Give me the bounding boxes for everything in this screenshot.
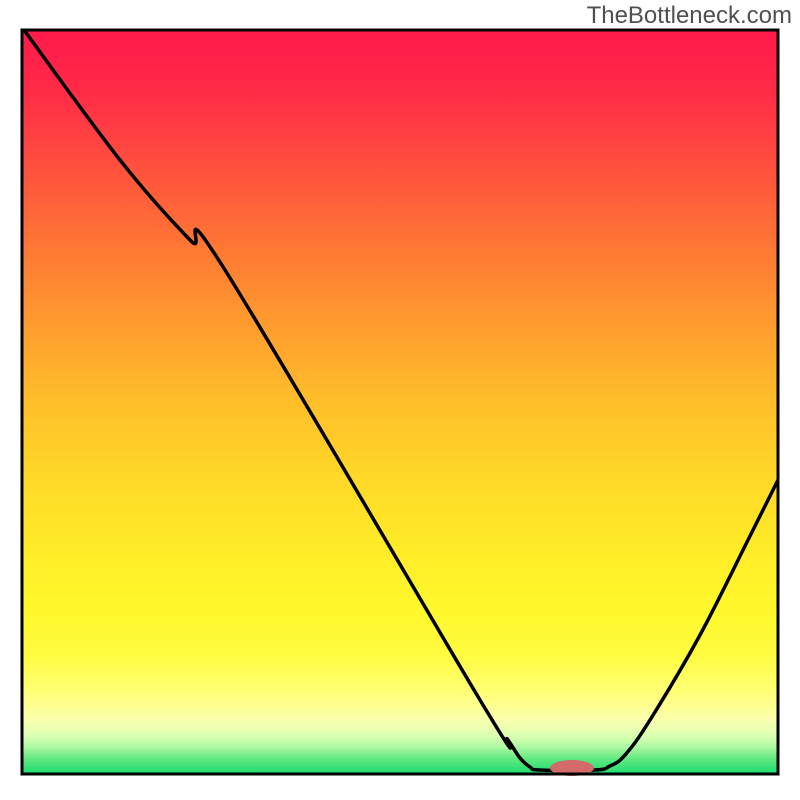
bottleneck-chart xyxy=(0,0,800,800)
plot-area xyxy=(22,30,778,776)
gradient-background xyxy=(22,30,778,774)
watermark-text: TheBottleneck.com xyxy=(587,2,792,30)
